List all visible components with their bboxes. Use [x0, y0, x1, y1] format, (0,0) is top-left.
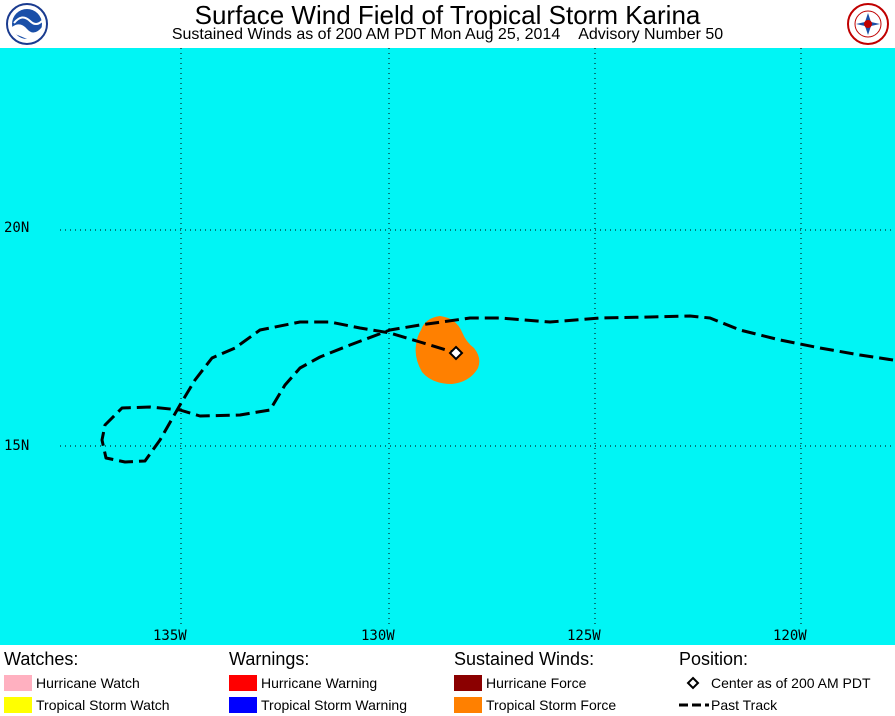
storm-center-diamond [448, 345, 464, 361]
lon-label-125w: 125W [567, 628, 601, 644]
legend-watches: Watches: Hurricane Watch Tropical Storm … [4, 649, 170, 716]
legend-label: Hurricane Watch [36, 675, 140, 691]
legend-watches-heading: Watches: [4, 649, 79, 669]
legend-label: Hurricane Warning [261, 675, 378, 691]
lon-label-130w: 130W [361, 628, 395, 644]
map-subtitle: Sustained Winds as of 200 AM PDT Mon Aug… [0, 26, 895, 44]
legend-label: Past Track [711, 697, 778, 713]
tropical-storm-watch-swatch [4, 697, 32, 713]
legend-winds-heading: Sustained Winds: [454, 649, 595, 669]
lon-label-120w: 120W [773, 628, 807, 644]
legend-warnings: Warnings: Hurricane Warning Tropical Sto… [229, 649, 407, 716]
nws-logo [847, 3, 889, 45]
noaa-logo [6, 3, 48, 45]
dashed-line-icon [679, 703, 709, 707]
gridlines [60, 48, 895, 628]
legend-label: Tropical Storm Watch [36, 697, 170, 713]
diamond-icon [686, 676, 700, 690]
tropical-storm-warning-swatch [229, 697, 257, 713]
map-area: 20N 15N 135W 130W 125W 120W [0, 48, 895, 645]
legend-item-tropical-storm-warning: Tropical Storm Warning [229, 694, 407, 716]
legend-warnings-heading: Warnings: [229, 649, 310, 669]
legend-item-tropical-storm-watch: Tropical Storm Watch [4, 694, 170, 716]
tropical-storm-force-area [415, 316, 480, 384]
legend-position: Position: Center as of 200 AM PDT Past T… [679, 649, 871, 716]
tropical-storm-force-swatch [454, 697, 482, 713]
legend-label: Tropical Storm Warning [261, 697, 408, 713]
legend-item-hurricane-watch: Hurricane Watch [4, 672, 170, 694]
hurricane-warning-swatch [229, 675, 257, 691]
past-track-line [100, 314, 894, 464]
hurricane-force-swatch [454, 675, 482, 691]
map-title: Surface Wind Field of Tropical Storm Kar… [194, 0, 701, 30]
header: Surface Wind Field of Tropical Storm Kar… [0, 0, 895, 48]
lat-label-20n: 20N [4, 220, 30, 236]
legend-label: Hurricane Force [486, 675, 587, 691]
legend-label: Center as of 200 AM PDT [711, 675, 871, 691]
map-canvas [60, 48, 895, 628]
legend-label: Tropical Storm Force [486, 697, 617, 713]
legend-position-heading: Position: [679, 649, 749, 669]
legend-item-hurricane-force: Hurricane Force [454, 672, 616, 694]
legend-item-past-track: Past Track [679, 694, 871, 716]
lon-label-135w: 135W [153, 628, 187, 644]
legend-item-hurricane-warning: Hurricane Warning [229, 672, 407, 694]
subtitle-time: Sustained Winds as of 200 AM PDT Mon Aug… [171, 26, 561, 43]
hurricane-watch-swatch [4, 675, 32, 691]
subtitle-advisory: Advisory Number 50 [578, 26, 724, 43]
legend-item-tropical-storm-force: Tropical Storm Force [454, 694, 616, 716]
legend: Watches: Hurricane Watch Tropical Storm … [0, 645, 895, 716]
legend-item-center: Center as of 200 AM PDT [679, 672, 871, 694]
lat-label-15n: 15N [4, 438, 30, 454]
legend-winds: Sustained Winds: Hurricane Force Tropica… [454, 649, 616, 716]
